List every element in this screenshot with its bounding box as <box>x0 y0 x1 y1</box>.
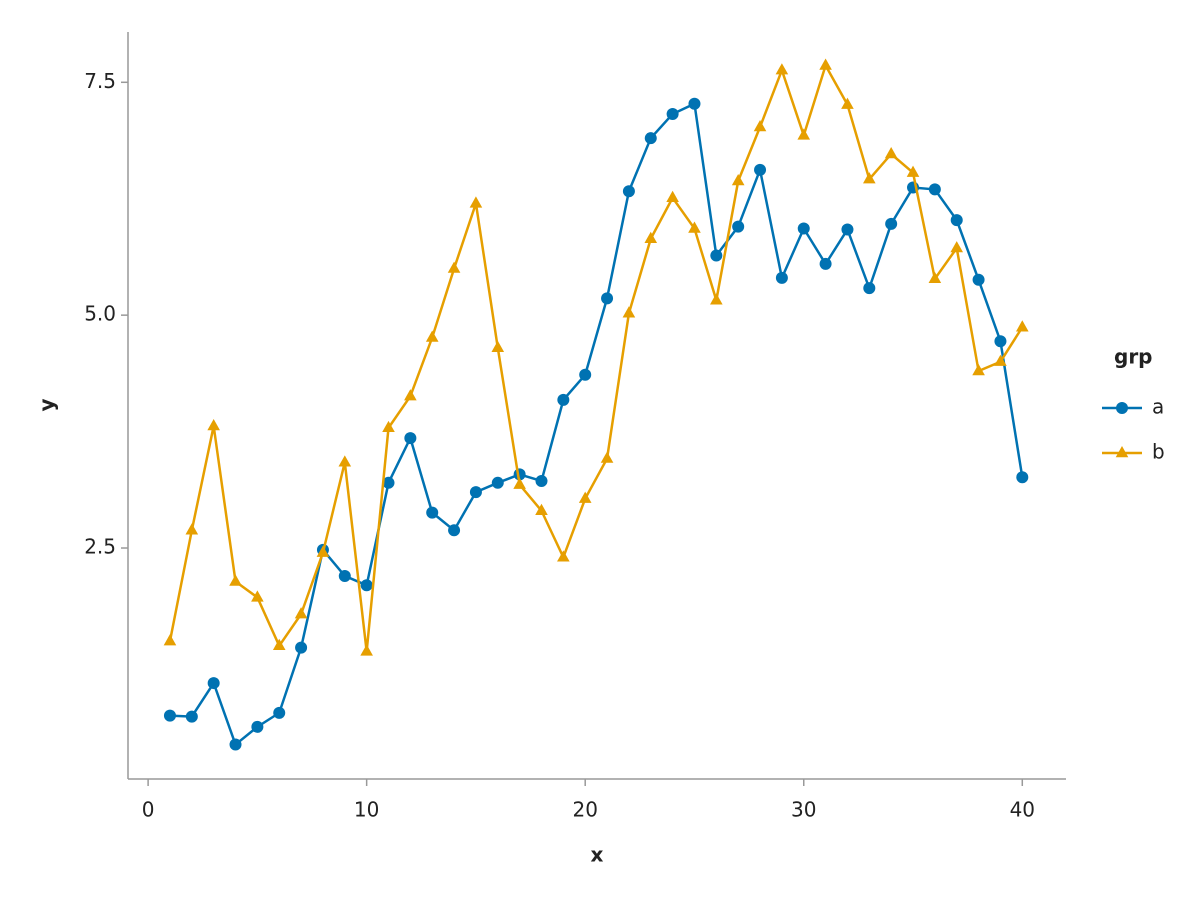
data-point <box>972 273 985 286</box>
data-point <box>229 738 242 751</box>
data-point <box>972 364 985 376</box>
data-point <box>425 330 439 342</box>
x-tick-label: 10 <box>354 798 379 822</box>
data-point <box>535 503 548 515</box>
x-tick-label: 20 <box>572 798 597 822</box>
data-point <box>666 190 679 202</box>
data-point <box>622 185 635 198</box>
data-point <box>382 476 395 489</box>
data-point <box>579 368 592 381</box>
data-point <box>185 523 199 535</box>
data-point <box>207 418 220 431</box>
legend-title: grp <box>1114 345 1153 369</box>
data-point <box>229 574 242 586</box>
data-point <box>884 147 898 159</box>
data-point <box>622 306 636 318</box>
data-point <box>731 174 745 186</box>
data-point <box>557 393 570 406</box>
y-tick-label: 7.5 <box>84 69 116 93</box>
x-tick-label: 0 <box>142 798 155 822</box>
x-axis-label: x <box>591 843 604 867</box>
data-point <box>710 249 723 262</box>
data-point <box>950 241 964 253</box>
data-point <box>710 293 723 305</box>
data-point <box>404 432 417 445</box>
data-point <box>338 455 352 467</box>
data-point <box>775 63 789 75</box>
data-point <box>316 545 330 557</box>
data-point <box>885 217 898 230</box>
x-tick-label: 30 <box>791 798 816 822</box>
legend-label: b <box>1152 440 1165 464</box>
data-point <box>994 335 1007 348</box>
data-point <box>797 222 810 235</box>
data-point <box>928 183 941 196</box>
data-point <box>578 491 592 503</box>
data-point <box>644 231 658 243</box>
data-point <box>251 590 264 602</box>
data-point <box>600 451 614 463</box>
data-point <box>404 389 417 401</box>
legend-marker <box>1115 446 1129 458</box>
data-point <box>448 524 461 537</box>
data-point <box>469 486 482 499</box>
y-tick-label: 2.5 <box>84 535 116 559</box>
data-point <box>491 340 505 352</box>
data-point <box>163 709 176 722</box>
data-point <box>294 607 308 619</box>
data-point <box>338 569 351 582</box>
data-point <box>819 257 832 270</box>
data-point <box>601 292 614 305</box>
data-point <box>295 641 308 654</box>
data-point <box>426 506 439 519</box>
data-point <box>841 223 854 236</box>
data-point <box>753 120 767 132</box>
data-point <box>841 97 854 109</box>
data-point <box>251 720 264 733</box>
y-tick-label: 5.0 <box>84 302 116 326</box>
data-point <box>644 132 657 145</box>
data-point <box>688 97 701 110</box>
legend-marker <box>1116 402 1128 414</box>
data-point <box>382 420 395 433</box>
data-point <box>863 172 876 184</box>
x-tick-label: 40 <box>1010 798 1035 822</box>
data-point <box>163 634 177 646</box>
data-point <box>360 579 373 592</box>
data-point <box>1016 471 1029 484</box>
data-point <box>447 261 461 273</box>
data-point <box>491 476 504 489</box>
data-point <box>360 644 373 656</box>
data-point <box>272 638 286 651</box>
data-point <box>273 706 286 719</box>
data-point <box>207 677 220 690</box>
data-point <box>797 128 811 140</box>
data-point <box>535 474 548 487</box>
data-point <box>557 550 570 562</box>
data-point <box>469 196 483 208</box>
data-point <box>688 221 701 233</box>
data-point <box>754 163 767 176</box>
series-line <box>168 62 1024 652</box>
data-point <box>928 271 942 284</box>
data-point <box>666 107 679 120</box>
data-point <box>906 165 920 177</box>
data-point <box>775 271 788 284</box>
series-line <box>169 101 1024 747</box>
data-point <box>1015 320 1029 332</box>
data-point <box>950 214 963 227</box>
data-point <box>185 710 198 723</box>
data-point <box>994 354 1007 366</box>
legend-label: a <box>1152 395 1164 419</box>
data-point <box>863 282 876 295</box>
data-point <box>732 220 745 233</box>
y-axis-label: y <box>35 398 59 411</box>
data-point <box>513 477 526 489</box>
data-point <box>819 58 832 70</box>
